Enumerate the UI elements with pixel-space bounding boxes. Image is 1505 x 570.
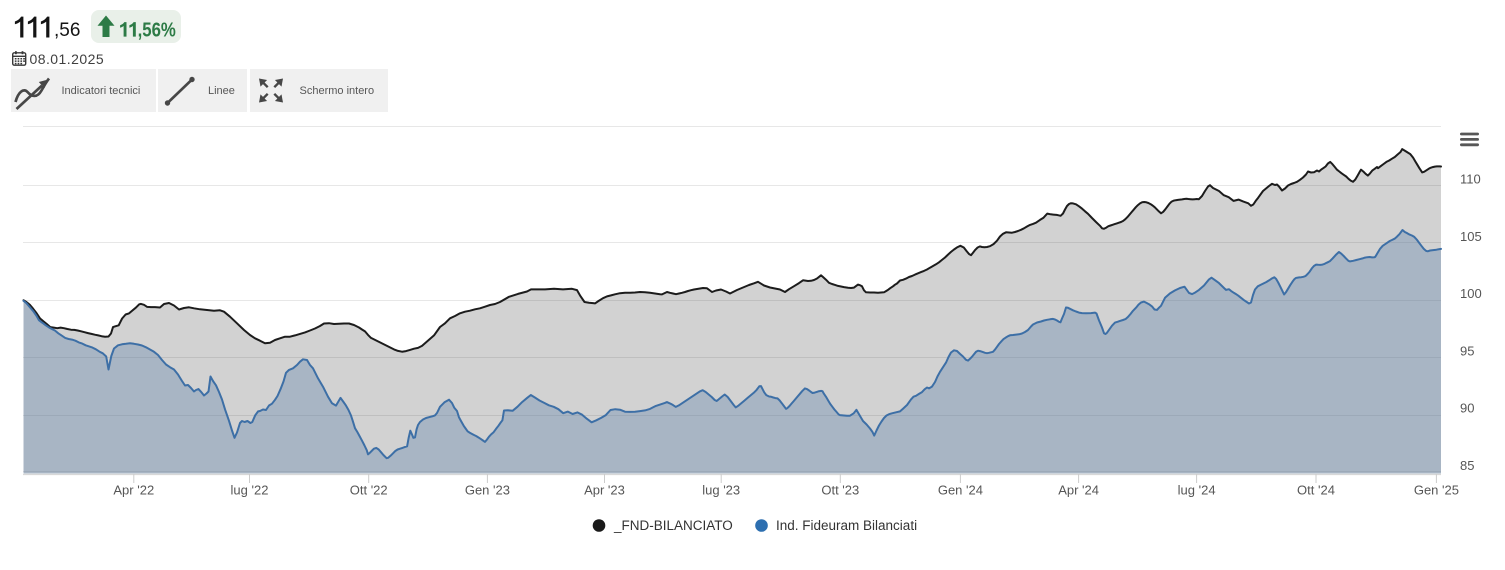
- svg-text:Gen '24: Gen '24: [938, 483, 983, 498]
- svg-text:Ott '23: Ott '23: [821, 483, 859, 498]
- svg-text:85: 85: [1460, 458, 1474, 473]
- svg-text:_FND-BILANCIATO: _FND-BILANCIATO: [613, 518, 733, 533]
- svg-text:Apr '23: Apr '23: [584, 483, 625, 498]
- svg-text:Gen '23: Gen '23: [465, 483, 510, 498]
- svg-text:105: 105: [1460, 229, 1482, 244]
- svg-text:Gen '25: Gen '25: [1414, 483, 1459, 498]
- svg-text:90: 90: [1460, 401, 1474, 416]
- svg-text:Ott '22: Ott '22: [350, 483, 388, 498]
- svg-text:100: 100: [1460, 286, 1482, 301]
- svg-text:lug '23: lug '23: [702, 483, 740, 498]
- svg-text:lug '22: lug '22: [231, 483, 269, 498]
- svg-text:Apr '24: Apr '24: [1058, 483, 1099, 498]
- svg-text:Ott '24: Ott '24: [1297, 483, 1335, 498]
- svg-text:110: 110: [1460, 172, 1481, 187]
- svg-text:Apr '22: Apr '22: [113, 483, 154, 498]
- svg-text:95: 95: [1460, 343, 1474, 358]
- svg-text:Ind. Fideuram Bilanciati: Ind. Fideuram Bilanciati: [776, 518, 917, 533]
- svg-text:lug '24: lug '24: [1178, 483, 1216, 498]
- svg-text:,56%: ,56%: [138, 22, 176, 41]
